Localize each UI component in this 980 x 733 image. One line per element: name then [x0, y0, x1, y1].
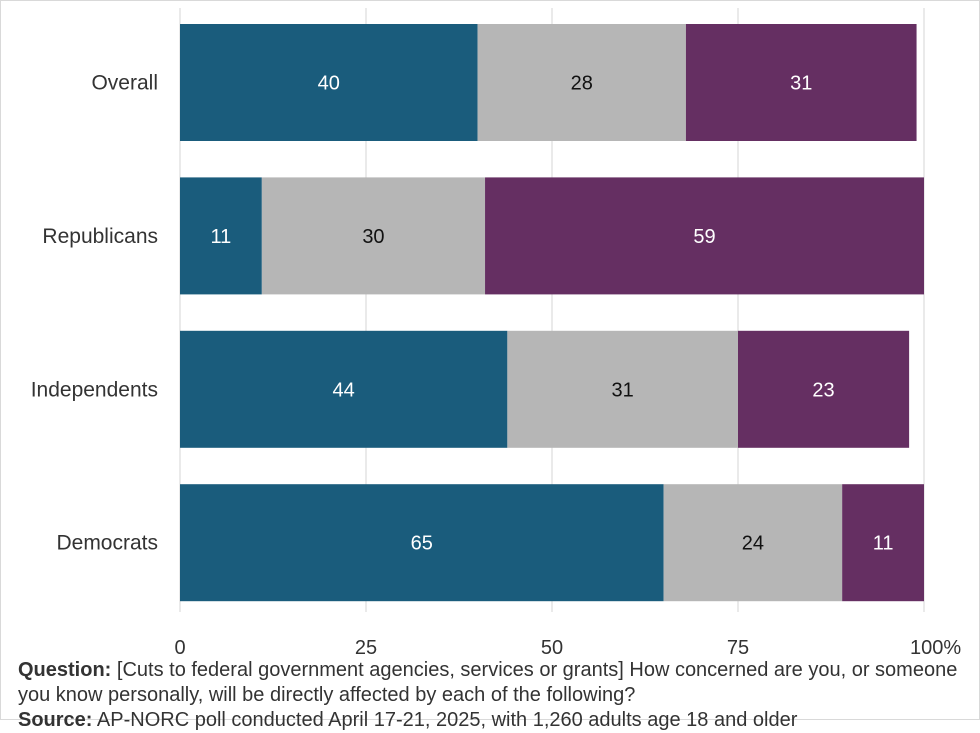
x-tick-label: 25 [355, 637, 377, 659]
category-label: Overall [91, 72, 158, 95]
bar-segment [180, 484, 664, 602]
data-label: 11 [211, 226, 232, 248]
bar-segment [477, 24, 686, 141]
question-text: [Cuts to federal government agencies, se… [18, 659, 958, 706]
category-label: Independents [31, 378, 158, 401]
data-label: 44 [333, 379, 355, 401]
source-text: AP-NORC poll conducted April 17-21, 2025… [92, 709, 798, 731]
bar-segment [180, 330, 508, 448]
bar-segment [663, 484, 843, 602]
category-label: Republicans [42, 225, 158, 248]
question-note: Question: [Cuts to federal government ag… [18, 658, 968, 708]
bar-row: 11 30 59 [180, 177, 924, 295]
bar-row: 40 28 31 [180, 24, 917, 141]
source-label: Source: [18, 709, 93, 731]
category-labels: Overall Republicans Independents Democrats [31, 72, 158, 555]
chart-footer: Question: [Cuts to federal government ag… [18, 658, 968, 733]
bar-segment [685, 24, 917, 141]
x-tick-label: 100% [910, 637, 961, 659]
data-label: 65 [411, 533, 433, 555]
category-label: Democrats [56, 532, 158, 555]
bars: 40 28 31 11 30 59 44 31 23 65 24 11 [180, 24, 924, 602]
bar-segment [738, 330, 910, 448]
bar-segment [485, 177, 924, 295]
x-tick-label: 0 [174, 637, 185, 659]
source-note: Source: AP-NORC poll conducted April 17-… [18, 708, 968, 733]
data-label: 59 [693, 226, 715, 248]
x-tick-label: 75 [727, 637, 749, 659]
data-label: 40 [318, 73, 340, 95]
data-label: 31 [790, 73, 812, 95]
data-label: 30 [362, 226, 384, 248]
data-label: 11 [873, 533, 894, 555]
bar-segment [507, 330, 738, 448]
bar-segment [180, 177, 262, 295]
x-axis-ticks: 0 25 50 75 100% [174, 637, 961, 659]
x-tick-label: 50 [541, 637, 563, 659]
question-label: Question: [18, 659, 112, 681]
bar-segment [261, 177, 486, 295]
stacked-bar-chart: 40 28 31 11 30 59 44 31 23 65 24 11 Overall Republic… [31, 8, 961, 659]
bar-row: 44 31 23 [180, 330, 910, 448]
bar-row: 65 24 11 [180, 484, 924, 602]
bar-segment [842, 484, 924, 602]
data-label: 28 [571, 73, 593, 95]
data-label: 23 [812, 379, 834, 401]
data-label: 31 [612, 379, 634, 401]
data-label: 24 [742, 533, 764, 555]
bar-segment [180, 24, 478, 141]
